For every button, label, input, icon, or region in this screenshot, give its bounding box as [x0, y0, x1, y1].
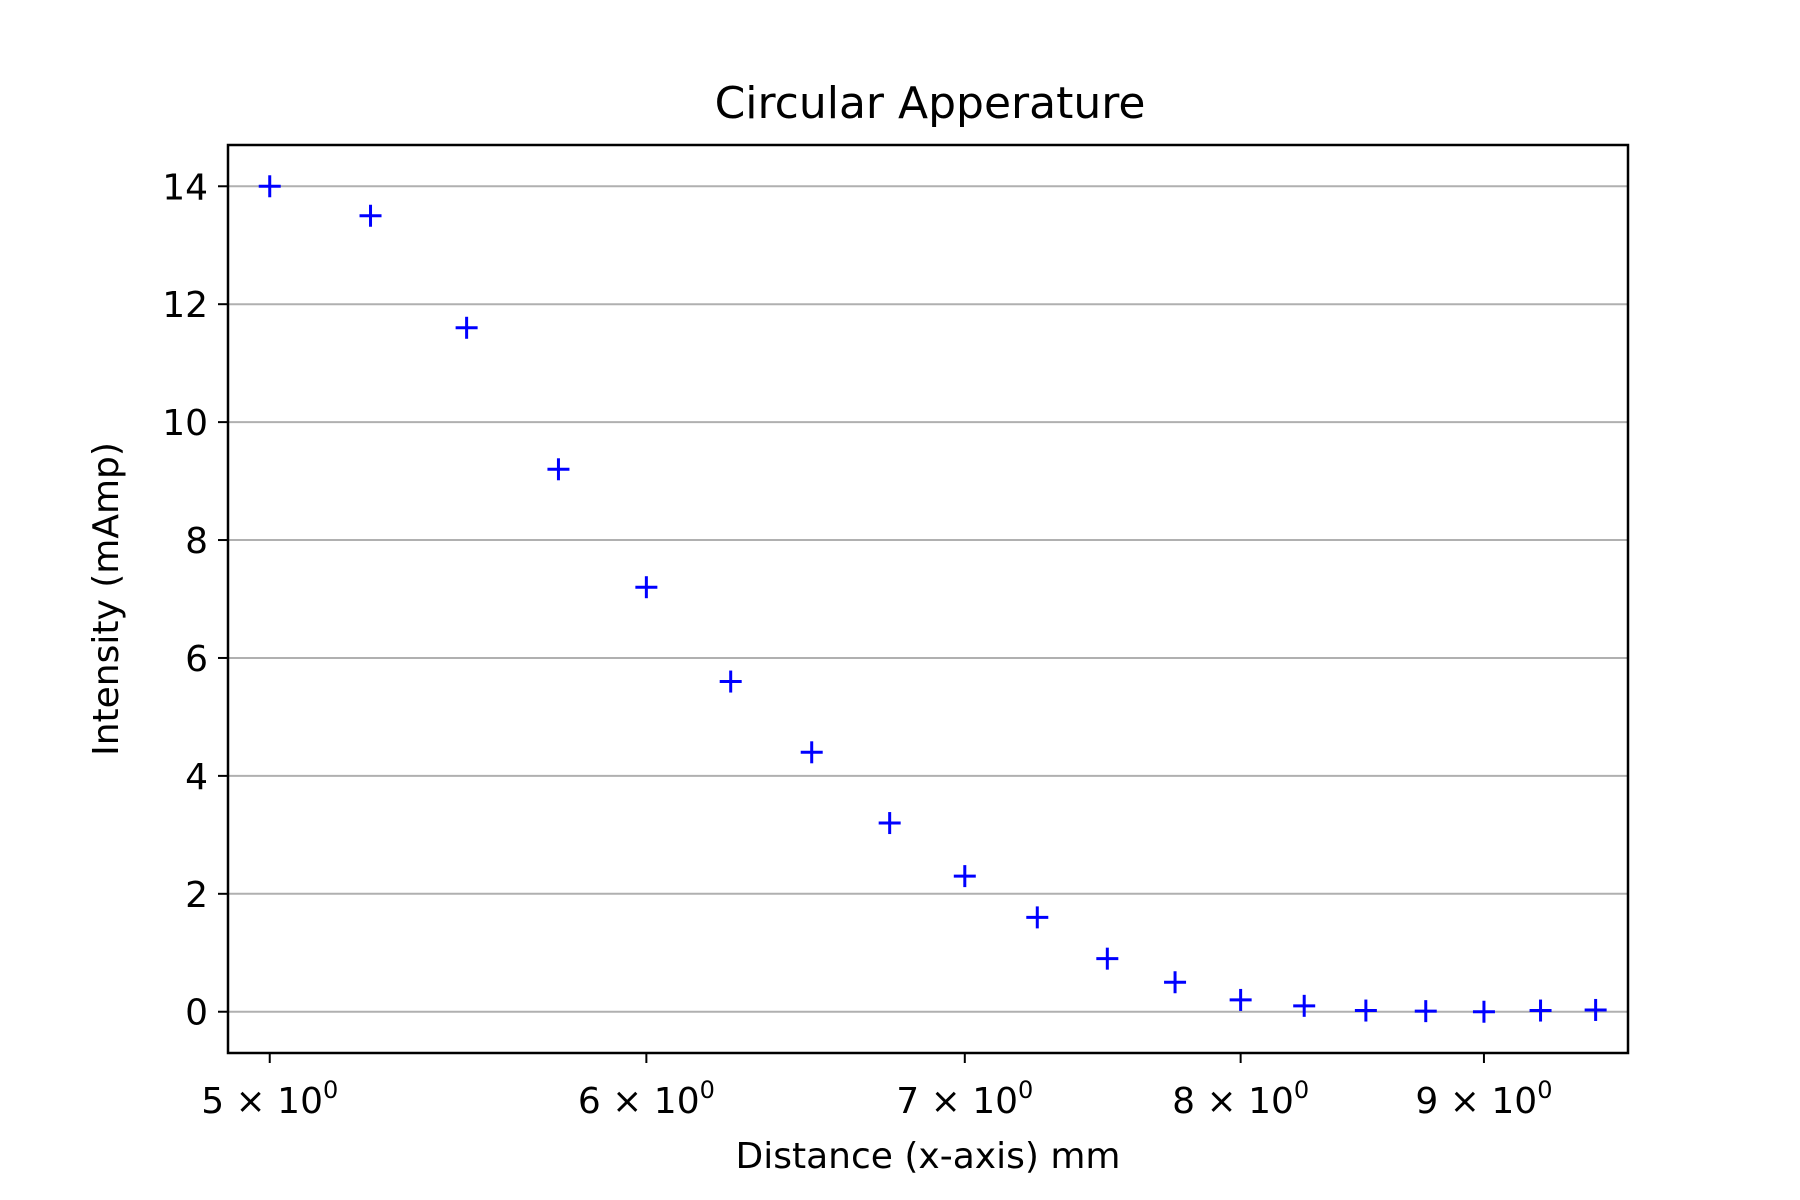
data-point: [455, 316, 478, 339]
y-axis-label: Intensity (mAmp): [86, 442, 127, 756]
data-point: [1354, 999, 1377, 1022]
data-point: [1529, 999, 1552, 1022]
data-point: [547, 458, 570, 481]
data-point: [878, 812, 901, 835]
y-tick-label: 0: [185, 993, 208, 1034]
y-tick-label: 10: [162, 403, 208, 444]
y-tick-label: 6: [185, 639, 208, 680]
data-point: [800, 741, 823, 764]
x-tick-exponent: 0: [1294, 1076, 1309, 1104]
x-tick-times: ×: [612, 1081, 642, 1122]
x-tick-base: 10: [1491, 1081, 1537, 1122]
y-tick-label: 12: [162, 285, 208, 326]
x-tick-mantissa: 9: [1415, 1081, 1438, 1122]
data-point: [1026, 906, 1049, 929]
data-point: [635, 576, 658, 599]
x-tick-base: 10: [277, 1081, 323, 1122]
x-tick-times: ×: [1206, 1081, 1236, 1122]
y-axis: 0 2 4 6 8 10 12 14: [162, 167, 228, 1034]
data-point: [1164, 971, 1187, 994]
x-tick-mantissa: 8: [1172, 1081, 1195, 1122]
y-tick-label: 8: [185, 521, 208, 562]
x-tick-times: ×: [236, 1081, 266, 1122]
x-tick-times: ×: [931, 1081, 961, 1122]
x-axis: 5 × 100 6 × 100 7 × 100 8 × 100 9 × 100: [201, 1053, 1552, 1122]
x-tick-times: ×: [1450, 1081, 1480, 1122]
x-tick-label: 8 × 100: [1172, 1076, 1309, 1122]
data-point: [1096, 947, 1119, 970]
y-tick-label: 14: [162, 167, 208, 208]
grid-lines: [228, 185, 1628, 1013]
plot-area: [226, 143, 1630, 1055]
data-point: [1229, 988, 1252, 1011]
x-tick-mantissa: 7: [896, 1081, 919, 1122]
data-point: [1293, 994, 1316, 1017]
data-point: [1472, 1000, 1495, 1023]
y-tick-label: 4: [185, 757, 208, 798]
x-tick-mantissa: 6: [578, 1081, 601, 1122]
data-points: [258, 175, 1607, 1023]
data-point: [1414, 1000, 1437, 1023]
y-tick-label: 2: [185, 875, 208, 916]
x-tick-exponent: 0: [323, 1076, 338, 1104]
data-point: [258, 175, 281, 198]
data-point: [953, 865, 976, 888]
data-point: [719, 670, 742, 693]
x-tick-base: 10: [654, 1081, 700, 1122]
x-tick-label: 6 × 100: [578, 1076, 715, 1122]
chart-title: Circular Apperature: [715, 78, 1146, 129]
x-tick-exponent: 0: [700, 1076, 715, 1104]
x-tick-mantissa: 5: [201, 1081, 224, 1122]
x-tick-label: 7 × 100: [896, 1076, 1033, 1122]
x-tick-base: 10: [1248, 1081, 1294, 1122]
x-tick-label: 9 × 100: [1415, 1076, 1552, 1122]
x-tick-exponent: 0: [1018, 1076, 1033, 1104]
x-tick-base: 10: [972, 1081, 1018, 1122]
x-tick-exponent: 0: [1537, 1076, 1552, 1104]
x-axis-label: Distance (x-axis) mm: [736, 1136, 1121, 1177]
data-point: [359, 204, 382, 227]
x-tick-label: 5 × 100: [201, 1076, 338, 1122]
data-point: [1584, 998, 1607, 1021]
